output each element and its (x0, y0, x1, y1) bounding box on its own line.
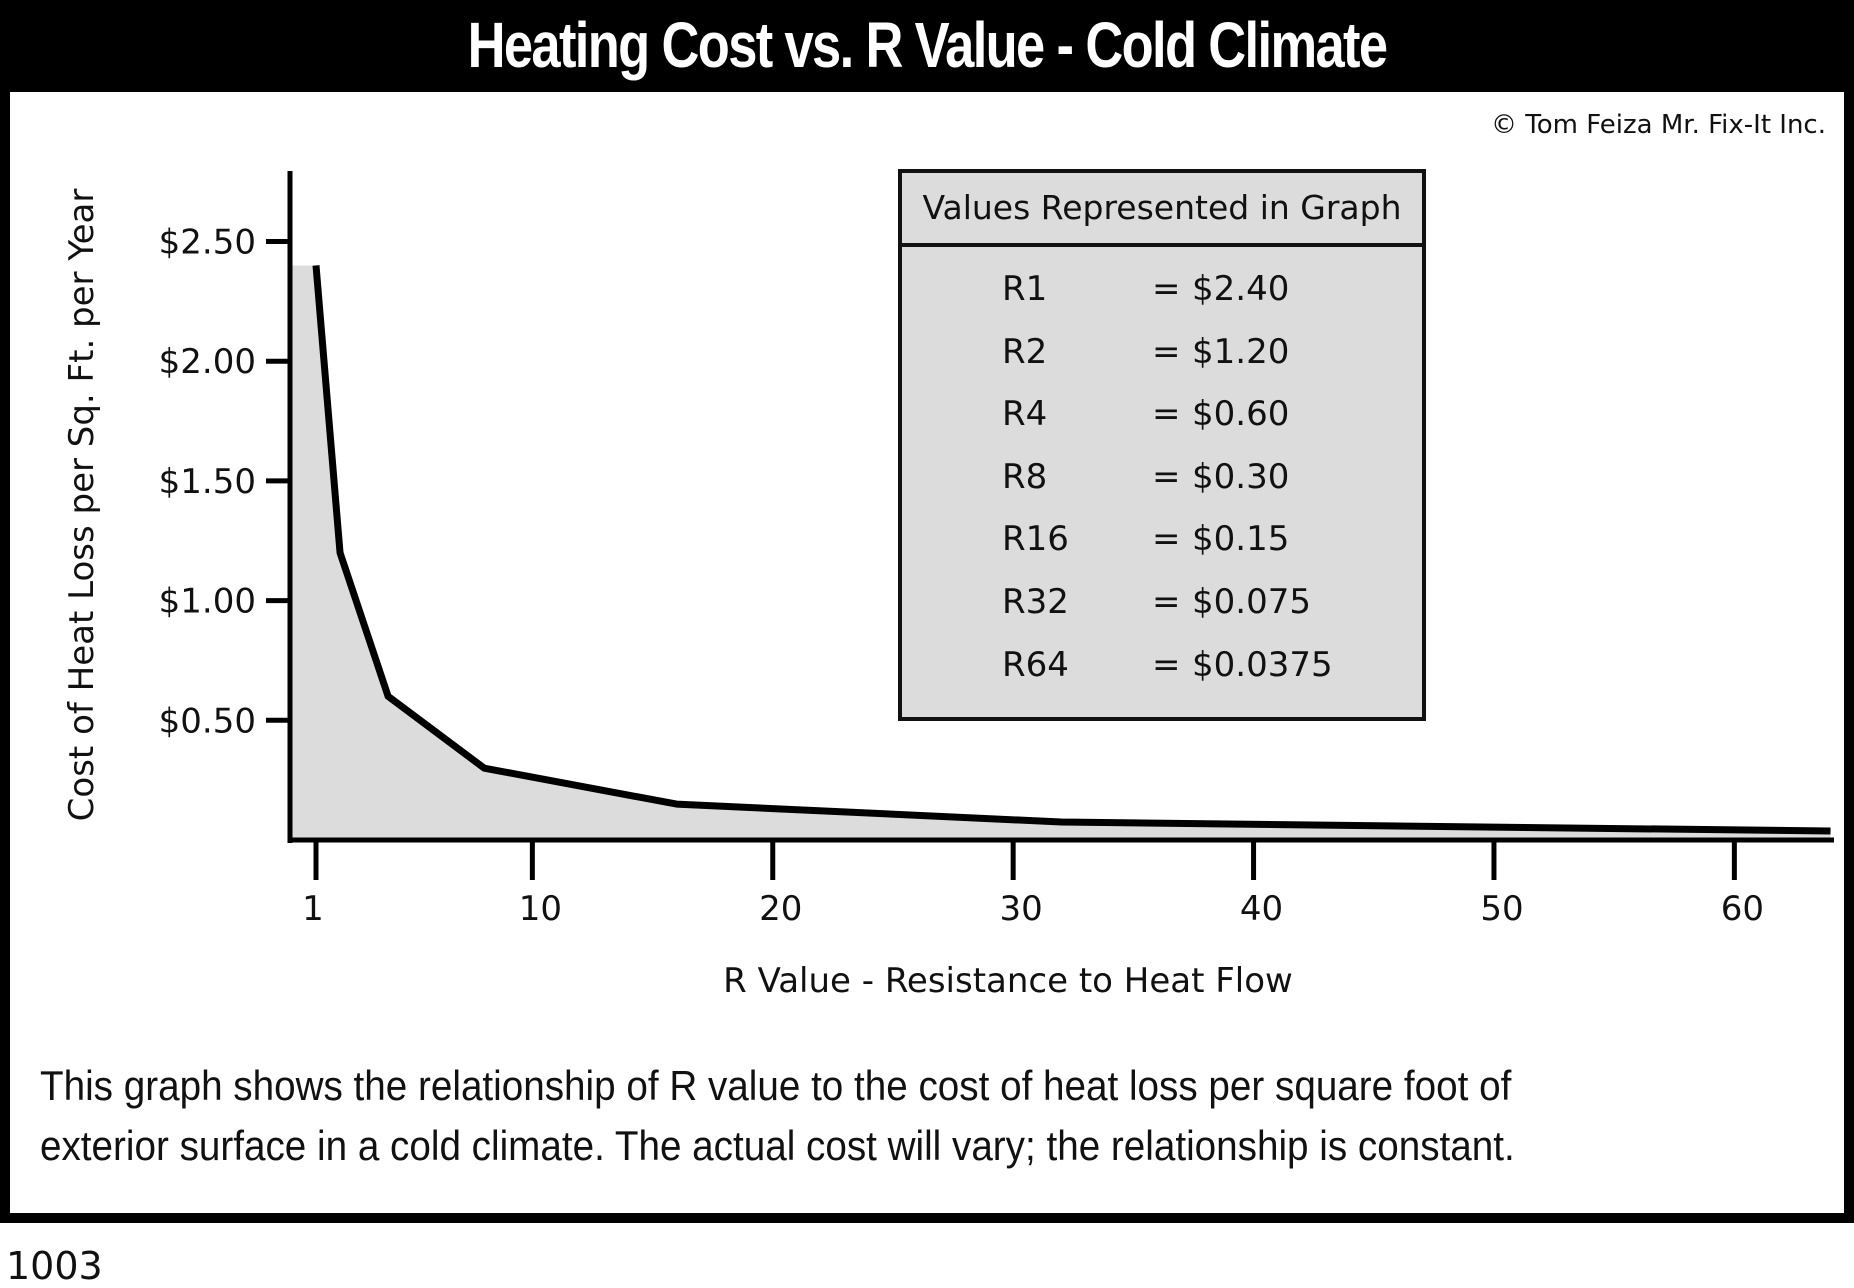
cost-value: $0.60 (1192, 394, 1290, 435)
y-tick-label: $1.50 (159, 462, 256, 502)
caption: This graph shows the relationship of R v… (40, 1056, 1830, 1176)
r-value: R8 (1002, 456, 1048, 497)
equals-sign: = (1152, 456, 1181, 497)
r-value: R4 (1002, 394, 1048, 435)
x-tick-label: 50 (1480, 889, 1523, 929)
r-value: R2 (1002, 331, 1048, 372)
equals-sign: = (1152, 582, 1181, 622)
r-value: R32 (1002, 582, 1069, 622)
y-tick-label: $2.00 (159, 342, 256, 382)
values-table-row: R16 = $0.15 (902, 519, 1422, 569)
values-table-row: R8 = $0.30 (902, 457, 1422, 507)
equals-sign: = (1152, 394, 1181, 435)
y-axis-label: Cost of Heat Loss per Sq. Ft. per Year (62, 189, 102, 822)
values-table-row: R1 = $2.40 (902, 269, 1422, 319)
r-value: R64 (1002, 644, 1069, 685)
cost-value: $1.20 (1192, 331, 1290, 372)
equals-sign: = (1152, 269, 1181, 309)
cost-value: $0.30 (1192, 456, 1290, 497)
values-table-row: R4 = $0.60 (902, 394, 1422, 444)
copyright: © Tom Feiza Mr. Fix-It Inc. (1491, 110, 1826, 140)
title-bar: Heating Cost vs. R Value - Cold Climate (0, 0, 1854, 92)
r-value: R16 (1002, 519, 1069, 560)
x-tick-label: 10 (519, 889, 562, 929)
equals-sign: = (1152, 644, 1181, 685)
values-table-row: R64 = $0.0375 (902, 645, 1422, 695)
cost-value: $2.40 (1192, 269, 1290, 309)
x-tick-label: 30 (1000, 889, 1043, 929)
x-tick-label: 1 (302, 889, 324, 929)
x-axis-label: R Value - Resistance to Heat Flow (723, 961, 1293, 1001)
values-table-row: R2 = $1.20 (902, 332, 1422, 382)
caption-line: exterior surface in a cold climate. The … (40, 1122, 1515, 1169)
equals-sign: = (1152, 331, 1181, 372)
area-fill (290, 265, 1831, 840)
y-tick-label: $0.50 (159, 701, 256, 741)
x-tick-label: 40 (1240, 889, 1283, 929)
cost-value: $0.15 (1192, 519, 1290, 560)
caption-line: This graph shows the relationship of R v… (40, 1062, 1512, 1109)
cost-value: $0.075 (1192, 582, 1311, 622)
y-tick-label: $1.00 (159, 582, 256, 622)
r-value: R1 (1002, 269, 1048, 309)
values-table-row: R32 = $0.075 (902, 582, 1422, 632)
values-table-title: Values Represented in Graph (902, 173, 1422, 247)
values-table: Values Represented in Graph R1 = $2.40 R2 = $… (898, 169, 1426, 721)
figure-number: 1003 (6, 1244, 103, 1288)
y-tick-label: $2.50 (159, 223, 256, 263)
chart-title: Heating Cost vs. R Value - Cold Climate (467, 9, 1388, 81)
figure-frame (0, 0, 1854, 1223)
cost-value: $0.0375 (1192, 644, 1333, 685)
equals-sign: = (1152, 519, 1181, 560)
x-tick-label: 20 (759, 889, 802, 929)
x-tick-label: 60 (1721, 889, 1764, 929)
